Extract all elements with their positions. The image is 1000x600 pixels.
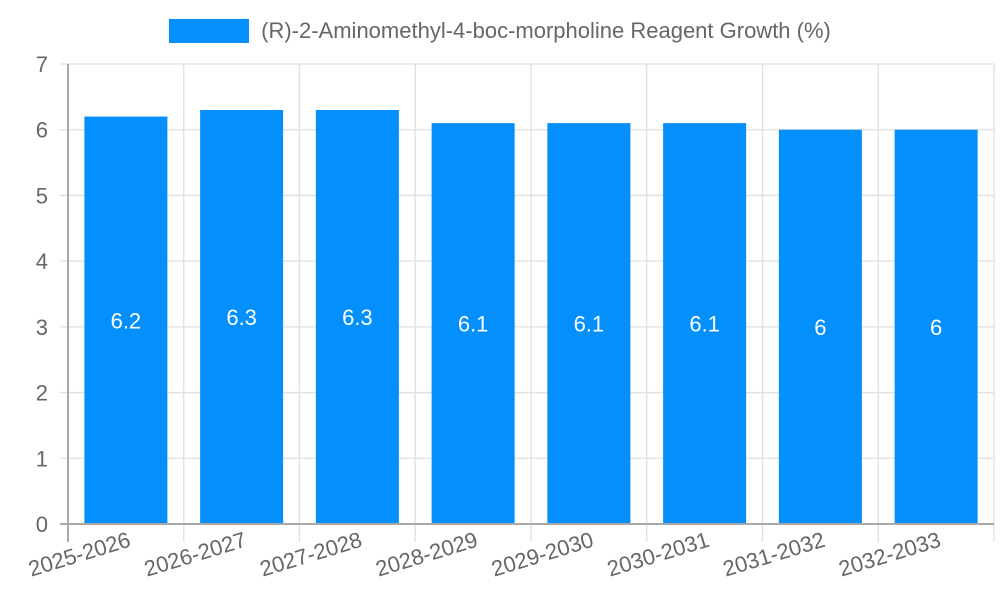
data-label: 6.3	[342, 305, 373, 330]
y-tick-label: 3	[36, 315, 48, 340]
data-label: 6.3	[226, 305, 257, 330]
axes	[60, 64, 994, 542]
x-tick-label: 2029-2030	[488, 527, 596, 582]
bar[interactable]	[778, 129, 862, 524]
data-label: 6.1	[458, 312, 489, 337]
legend-swatch[interactable]	[169, 19, 250, 43]
x-axis-tick-labels: 2025-2026 2026-2027 2027-2028 2028-2029 2029…	[25, 527, 943, 582]
chart-legend: (R)-2-Aminomethyl-4-boc-morpholine Reage…	[0, 18, 1000, 44]
bar[interactable]	[894, 129, 978, 524]
y-tick-label: 4	[36, 249, 48, 274]
bar[interactable]	[663, 123, 747, 525]
x-tick-label: 2026-2027	[141, 527, 249, 582]
data-label: 6	[814, 315, 826, 340]
y-tick-label: 5	[36, 183, 48, 208]
bar[interactable]	[431, 123, 515, 525]
bar[interactable]	[84, 116, 168, 525]
legend-label: (R)-2-Aminomethyl-4-boc-morpholine Reage…	[261, 18, 831, 43]
data-label: 6.1	[574, 312, 605, 337]
bar[interactable]	[547, 123, 631, 525]
x-tick-label: 2032-2033	[836, 527, 944, 582]
data-label: 6.2	[111, 308, 142, 333]
data-labels: 6.2 6.3 6.3 6.1 6.1 6.1 6 6	[111, 305, 943, 340]
x-tick-label: 2030-2031	[604, 527, 712, 582]
y-axis-tick-labels: 0 1 2 3 4 5 6 7	[36, 52, 48, 537]
y-tick-label: 7	[36, 52, 48, 77]
x-tick-label: 2031-2032	[720, 527, 828, 582]
x-tick-label: 2027-2028	[257, 527, 365, 582]
y-tick-label: 0	[36, 512, 48, 537]
y-tick-label: 2	[36, 381, 48, 406]
x-tick-label: 2028-2029	[373, 527, 481, 582]
y-tick-label: 6	[36, 118, 48, 143]
bar[interactable]	[315, 110, 399, 524]
data-label: 6.1	[689, 312, 720, 337]
y-tick-label: 1	[36, 446, 48, 471]
data-label: 6	[930, 315, 942, 340]
bar[interactable]	[200, 110, 284, 524]
bars	[84, 110, 978, 525]
